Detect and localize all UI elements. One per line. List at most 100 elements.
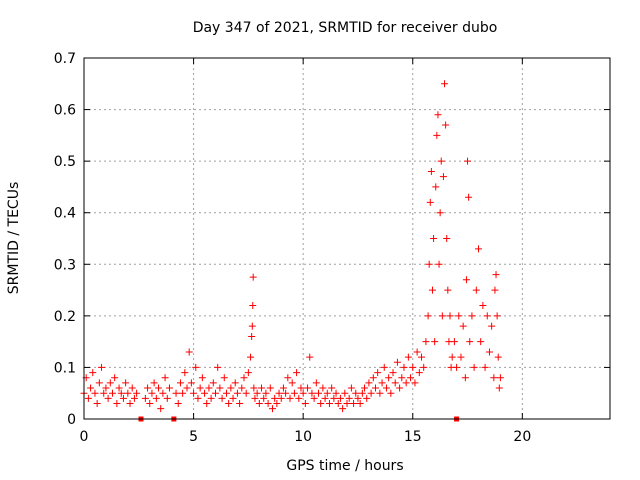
data-point [396,384,404,392]
data-point [279,384,287,392]
data-point [222,389,230,397]
data-point [84,394,92,402]
data-point [310,394,318,402]
data-point [106,379,114,387]
data-point [212,389,219,397]
data-point [475,245,482,253]
data-point [271,394,279,402]
data-point [492,271,500,279]
plot-frame [83,57,611,420]
data-point [104,394,112,402]
x-tick-label: 0 [80,429,89,445]
data-point [389,369,397,377]
data-point [472,286,480,294]
data-point [385,374,393,382]
x-tick-label: 5 [189,429,198,445]
data-point [148,389,156,397]
x-axis-label: GPS time / hours [286,458,403,474]
data-point [450,338,458,346]
tick-labels: 0 5 10 15 20 0 0.1 0.2 0.3 0.4 0.5 0.6 0.7 [54,51,532,445]
data-point [415,369,423,377]
data-point [312,379,320,387]
data-point [214,363,222,371]
data-point [185,348,193,356]
data-point [426,198,434,206]
data-point [339,405,347,413]
data-point [398,374,406,382]
data-point [165,384,173,392]
data-point [240,374,248,382]
data-point [376,389,384,397]
data-point [238,384,246,392]
data-point [400,363,408,371]
data-point [93,400,101,408]
data-point [284,374,292,382]
y-tick-label: 0.1 [54,360,76,376]
data-point [459,322,467,330]
data-point [155,384,163,392]
data-point [220,374,228,382]
data-point [161,374,169,382]
y-tick-label: 0 [67,412,76,428]
data-point [187,379,195,387]
data-point [468,312,476,320]
data-point [159,389,167,397]
data-point [181,369,189,377]
data-point [496,374,504,382]
y-tick-label: 0.4 [54,206,76,222]
data-point [470,363,478,371]
data-point [446,312,454,320]
data-point [315,389,323,397]
axis-ticks [83,57,610,420]
data-point [343,400,351,408]
data-point [325,400,333,408]
data-point [141,394,149,402]
data-point [441,80,449,88]
data-point [430,235,438,242]
data-point [382,384,390,392]
data-point [437,157,445,165]
data-point [196,384,204,392]
data-point [433,131,441,139]
data-point [380,363,388,371]
data-point [150,379,158,387]
data-point [347,384,355,392]
data-point [87,384,95,392]
data-point [218,394,226,402]
data-point [428,286,436,294]
data-point [152,394,160,402]
data-point [130,394,138,402]
data-point [225,400,233,408]
data-point [91,389,99,397]
data-point [365,379,373,387]
data-point [317,400,325,408]
data-point [249,302,257,310]
data-point [371,384,379,392]
x-tick-label: 20 [513,429,531,445]
data-point [229,394,237,402]
data-point [262,389,270,397]
data-point [442,121,450,129]
data-point [251,394,259,402]
data-point [443,235,451,242]
data-point [461,374,469,382]
data-point [391,379,399,387]
data-point [236,400,244,408]
data-point [174,400,182,408]
data-point [258,384,266,392]
data-point [203,400,211,408]
data-point [133,389,141,397]
data-point [172,389,180,397]
data-point [404,353,412,361]
data-point [477,338,485,346]
data-point [341,389,349,397]
data-point [266,384,274,392]
x-tick-label: 10 [294,429,312,445]
data-point [427,167,435,175]
data-point [369,374,377,382]
data-point [448,353,456,361]
data-point [354,394,362,402]
data-point [250,384,258,392]
data-point [434,111,442,119]
data-point [179,389,187,397]
